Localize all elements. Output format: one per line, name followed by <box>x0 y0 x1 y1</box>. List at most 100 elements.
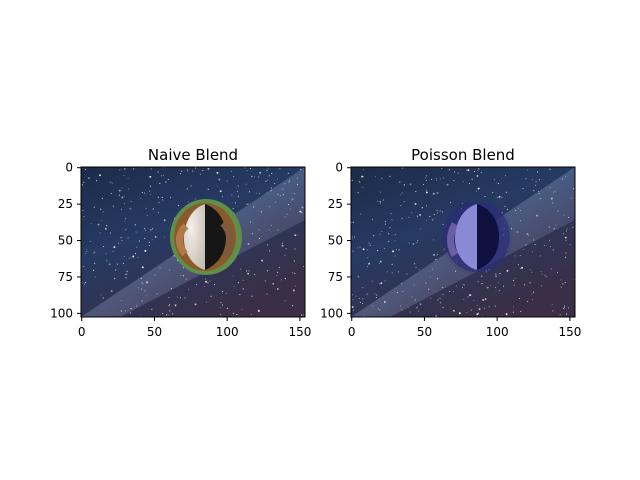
star <box>539 198 541 200</box>
star <box>526 233 529 236</box>
x-tick-label: 50 <box>147 325 162 339</box>
star <box>246 270 248 272</box>
star <box>194 303 197 306</box>
star <box>205 278 207 280</box>
star <box>140 197 142 200</box>
star <box>172 313 174 315</box>
star <box>152 208 154 210</box>
star <box>144 237 146 239</box>
star <box>123 168 126 170</box>
star <box>110 290 113 293</box>
star <box>476 313 479 316</box>
star <box>106 225 108 227</box>
star <box>99 174 101 177</box>
star <box>254 274 256 276</box>
star <box>496 182 498 184</box>
star <box>117 242 119 244</box>
star <box>97 223 100 226</box>
star <box>136 305 138 307</box>
star <box>531 293 533 295</box>
star <box>145 207 147 209</box>
star <box>452 291 454 293</box>
star <box>552 202 554 204</box>
star <box>124 218 127 220</box>
star <box>379 309 381 311</box>
star <box>151 239 153 241</box>
panel-title: Poisson Blend <box>411 146 515 164</box>
star <box>366 249 368 251</box>
star <box>161 175 163 177</box>
x-tick-label: 0 <box>348 325 356 339</box>
poisson-blend-image <box>351 167 575 317</box>
star <box>456 285 458 287</box>
star <box>540 271 542 273</box>
star <box>394 234 396 236</box>
star <box>169 269 171 271</box>
star <box>403 201 405 203</box>
star <box>232 208 234 210</box>
star <box>140 277 142 279</box>
star <box>112 251 114 253</box>
star <box>237 185 239 187</box>
star <box>146 281 149 284</box>
star <box>566 228 568 230</box>
star <box>541 273 543 275</box>
star <box>269 206 271 208</box>
star <box>354 236 356 238</box>
star <box>83 283 86 285</box>
star <box>277 229 279 231</box>
star <box>127 178 129 180</box>
star <box>248 270 250 272</box>
star <box>271 172 273 175</box>
star <box>362 248 365 251</box>
star <box>133 168 135 170</box>
star <box>188 201 190 203</box>
star <box>538 193 540 195</box>
star <box>400 194 402 196</box>
star <box>402 167 404 169</box>
star <box>123 195 125 197</box>
star <box>219 190 222 193</box>
star <box>105 253 107 255</box>
star <box>241 308 243 310</box>
star <box>146 295 148 297</box>
star <box>104 227 107 230</box>
star <box>409 183 412 186</box>
star <box>164 236 166 238</box>
star <box>144 229 146 232</box>
star <box>400 305 402 307</box>
star <box>109 232 111 234</box>
star <box>389 175 391 177</box>
star <box>301 206 304 209</box>
star <box>536 171 539 173</box>
star <box>284 216 286 218</box>
x-tick-label: 100 <box>216 325 239 339</box>
star <box>121 239 123 242</box>
star <box>361 175 364 178</box>
star <box>120 310 122 312</box>
star <box>169 304 171 306</box>
star <box>362 287 364 289</box>
star <box>570 197 572 199</box>
star <box>559 314 561 316</box>
star <box>230 171 232 173</box>
star <box>258 229 260 231</box>
star <box>477 187 480 190</box>
star <box>234 202 236 204</box>
star <box>371 280 373 282</box>
star <box>379 260 382 263</box>
star <box>207 282 209 284</box>
star <box>291 199 293 201</box>
star <box>384 223 386 225</box>
star <box>471 178 473 180</box>
star <box>433 253 436 256</box>
star <box>154 274 156 276</box>
star <box>467 169 470 172</box>
star <box>159 182 161 184</box>
star <box>221 195 224 198</box>
star <box>251 175 253 177</box>
star <box>276 274 278 277</box>
star <box>102 246 104 248</box>
star <box>452 309 455 312</box>
